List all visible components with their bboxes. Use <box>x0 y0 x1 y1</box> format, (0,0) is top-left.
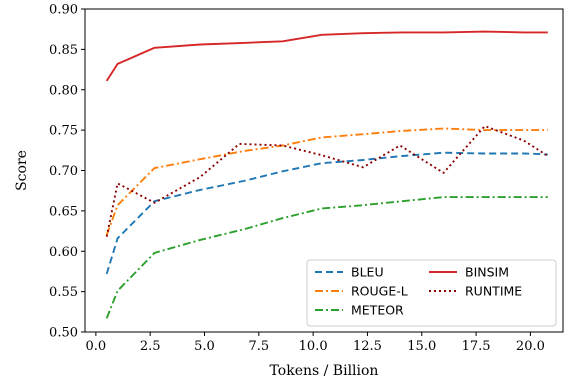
x-tick-label: 2.5 <box>140 339 161 354</box>
x-tick-label: 5.0 <box>194 339 215 354</box>
series-line-meteor <box>105 196 548 319</box>
x-tick-label: 20.0 <box>516 339 545 354</box>
axis-ticks: 0.0 2.5 5.0 7.5 10.0 12.5 15.0 17.5 20.0 0.50 0.55… <box>49 3 545 355</box>
series-line-bleu <box>105 151 548 275</box>
legend: BLEU ROUGE-L METEOR BINSIM RUNTIME <box>306 259 557 327</box>
plot-frame <box>84 8 564 333</box>
x-tick-label: 15.0 <box>407 339 436 354</box>
x-tick-label: 0.0 <box>86 339 107 354</box>
series-line-runtime <box>105 125 549 237</box>
legend-label-binsim: BINSIM <box>465 265 509 280</box>
y-axis-label: Score <box>14 150 30 191</box>
y-tick-label: 0.85 <box>49 43 78 58</box>
legend-label-bleu: BLEU <box>351 265 384 280</box>
y-tick-label: 0.70 <box>49 164 78 179</box>
x-tick-label: 12.5 <box>353 339 382 354</box>
y-tick-label: 0.55 <box>49 285 78 300</box>
legend-label-meteor: METEOR <box>351 303 404 318</box>
y-tick-label: 0.65 <box>49 204 78 219</box>
legend-box <box>306 259 557 327</box>
series-lines <box>105 30 549 319</box>
x-tick-label: 17.5 <box>462 339 491 354</box>
legend-label-runtime: RUNTIME <box>465 284 522 299</box>
y-tick-label: 0.80 <box>49 83 78 98</box>
series-line-binsim <box>105 30 548 82</box>
y-tick-label: 0.75 <box>49 124 78 139</box>
y-tick-label: 0.50 <box>49 326 78 341</box>
y-tick-label: 0.90 <box>49 3 78 18</box>
y-tick-label: 0.60 <box>49 245 78 260</box>
x-tick-label: 7.5 <box>248 339 269 354</box>
series-line-rouge-l <box>105 127 548 236</box>
legend-label-rouge-l: ROUGE-L <box>351 284 408 299</box>
x-tick-label: 10.0 <box>299 339 328 354</box>
x-axis-label: Tokens / Billion <box>270 363 379 379</box>
